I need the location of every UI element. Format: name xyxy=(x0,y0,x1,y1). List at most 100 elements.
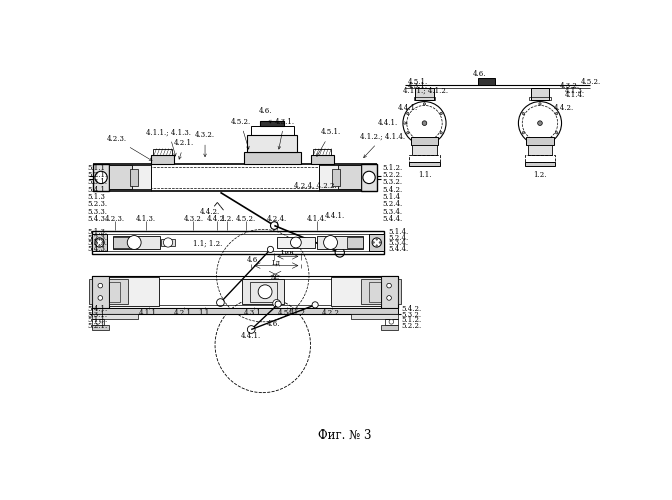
Bar xyxy=(130,168,138,186)
Circle shape xyxy=(98,284,103,288)
Text: 5.1.1.: 5.1.1. xyxy=(87,316,108,324)
Text: 5.4.4.: 5.4.4. xyxy=(382,215,403,223)
Bar xyxy=(109,282,120,302)
Circle shape xyxy=(312,302,319,308)
Bar xyxy=(277,237,315,248)
Text: 5.4.4.: 5.4.4. xyxy=(388,244,409,252)
Bar xyxy=(409,162,440,166)
Text: 1.1; 1.2.: 1.1; 1.2. xyxy=(194,240,223,248)
Circle shape xyxy=(99,245,100,246)
Bar xyxy=(525,156,555,162)
Text: 4.1.2.; 4.1.4.: 4.1.2.; 4.1.4. xyxy=(360,133,405,158)
Bar xyxy=(332,168,340,186)
Text: 5.3.4.: 5.3.4. xyxy=(388,240,409,248)
Text: 4.1.4.: 4.1.4. xyxy=(306,214,327,222)
Text: 4.1.3.: 4.1.3. xyxy=(136,214,156,222)
Circle shape xyxy=(95,320,100,324)
Text: 4.4.1.: 4.4.1. xyxy=(325,212,345,220)
Circle shape xyxy=(538,121,542,126)
Bar xyxy=(528,144,552,156)
Bar xyxy=(109,280,128,304)
Text: 5.4.2.: 5.4.2. xyxy=(401,306,421,314)
Text: 4.6.: 4.6. xyxy=(247,256,260,264)
Text: 1.2.: 1.2. xyxy=(533,171,547,179)
Circle shape xyxy=(270,222,278,230)
Text: 4.2.4.: 4.2.4. xyxy=(267,214,287,222)
Text: 4.1.2.: 4.1.2. xyxy=(288,310,308,318)
Text: 4.1.1.; 4.1.2.: 4.1.1.; 4.1.2. xyxy=(403,87,448,95)
Bar xyxy=(478,78,495,84)
Circle shape xyxy=(422,121,427,126)
Bar xyxy=(93,164,109,191)
Text: 4.3.2.: 4.3.2. xyxy=(183,214,204,222)
Text: 4.3.2.: 4.3.2. xyxy=(560,82,580,90)
Circle shape xyxy=(379,242,380,244)
Text: 5.2.4.: 5.2.4. xyxy=(382,200,403,208)
Circle shape xyxy=(556,132,558,134)
Bar xyxy=(414,97,435,100)
Circle shape xyxy=(518,102,562,144)
Circle shape xyxy=(423,141,425,144)
Bar xyxy=(411,137,438,144)
Circle shape xyxy=(216,298,224,306)
Text: 5.2.2.: 5.2.2. xyxy=(382,171,403,179)
Circle shape xyxy=(127,236,141,250)
Bar xyxy=(380,276,398,308)
Bar xyxy=(531,88,549,100)
Text: 5.1.4: 5.1.4 xyxy=(382,193,400,201)
Bar xyxy=(362,164,377,191)
Bar xyxy=(525,162,555,166)
Circle shape xyxy=(522,132,524,134)
Circle shape xyxy=(539,102,541,105)
Circle shape xyxy=(335,248,344,257)
Circle shape xyxy=(403,102,446,144)
Bar xyxy=(398,280,401,304)
Text: 5.3.3.: 5.3.3. xyxy=(87,240,108,248)
Bar xyxy=(412,144,437,156)
Text: 5.1.2.: 5.1.2. xyxy=(401,316,421,324)
Bar xyxy=(114,237,129,248)
Bar xyxy=(369,282,380,302)
Text: 5.1.3: 5.1.3 xyxy=(87,193,105,201)
Circle shape xyxy=(407,132,409,134)
Circle shape xyxy=(387,284,391,288)
Circle shape xyxy=(324,236,337,250)
Bar xyxy=(243,152,301,164)
Circle shape xyxy=(273,300,280,307)
Text: 4.3.1.: 4.3.1. xyxy=(274,118,294,149)
Circle shape xyxy=(372,238,381,247)
Text: 4.5.1.: 4.5.1. xyxy=(407,78,428,86)
Bar xyxy=(380,325,398,330)
Text: 4.4.1.: 4.4.1. xyxy=(398,104,418,112)
Text: 4.1.1.; 4.1.3.: 4.1.1.; 4.1.3. xyxy=(146,128,192,156)
Bar xyxy=(529,97,551,100)
Bar xyxy=(114,236,159,250)
Text: Lд: Lд xyxy=(271,258,280,266)
Circle shape xyxy=(440,132,442,134)
Circle shape xyxy=(376,238,378,240)
Bar xyxy=(161,238,175,246)
Circle shape xyxy=(267,246,274,252)
Bar xyxy=(369,234,384,251)
Text: 4.3.1.: 4.3.1. xyxy=(407,82,427,90)
Bar xyxy=(92,276,109,308)
Circle shape xyxy=(102,242,103,244)
Bar xyxy=(109,167,362,188)
Bar xyxy=(261,121,284,126)
Circle shape xyxy=(363,172,375,183)
Text: 5.2.1.: 5.2.1. xyxy=(87,322,108,330)
Bar xyxy=(331,277,380,306)
Text: Фиг. № 3: Фиг. № 3 xyxy=(318,430,371,442)
Bar xyxy=(347,237,363,248)
Circle shape xyxy=(290,237,301,248)
Circle shape xyxy=(95,242,97,244)
Circle shape xyxy=(258,285,272,298)
Bar xyxy=(92,234,108,251)
Text: 4.5.2.: 4.5.2. xyxy=(236,214,256,222)
Circle shape xyxy=(539,141,541,144)
Circle shape xyxy=(98,296,103,300)
Bar xyxy=(409,156,440,162)
Text: 4.5.1.: 4.5.1. xyxy=(317,128,341,156)
Bar xyxy=(242,280,284,304)
Circle shape xyxy=(407,112,409,114)
